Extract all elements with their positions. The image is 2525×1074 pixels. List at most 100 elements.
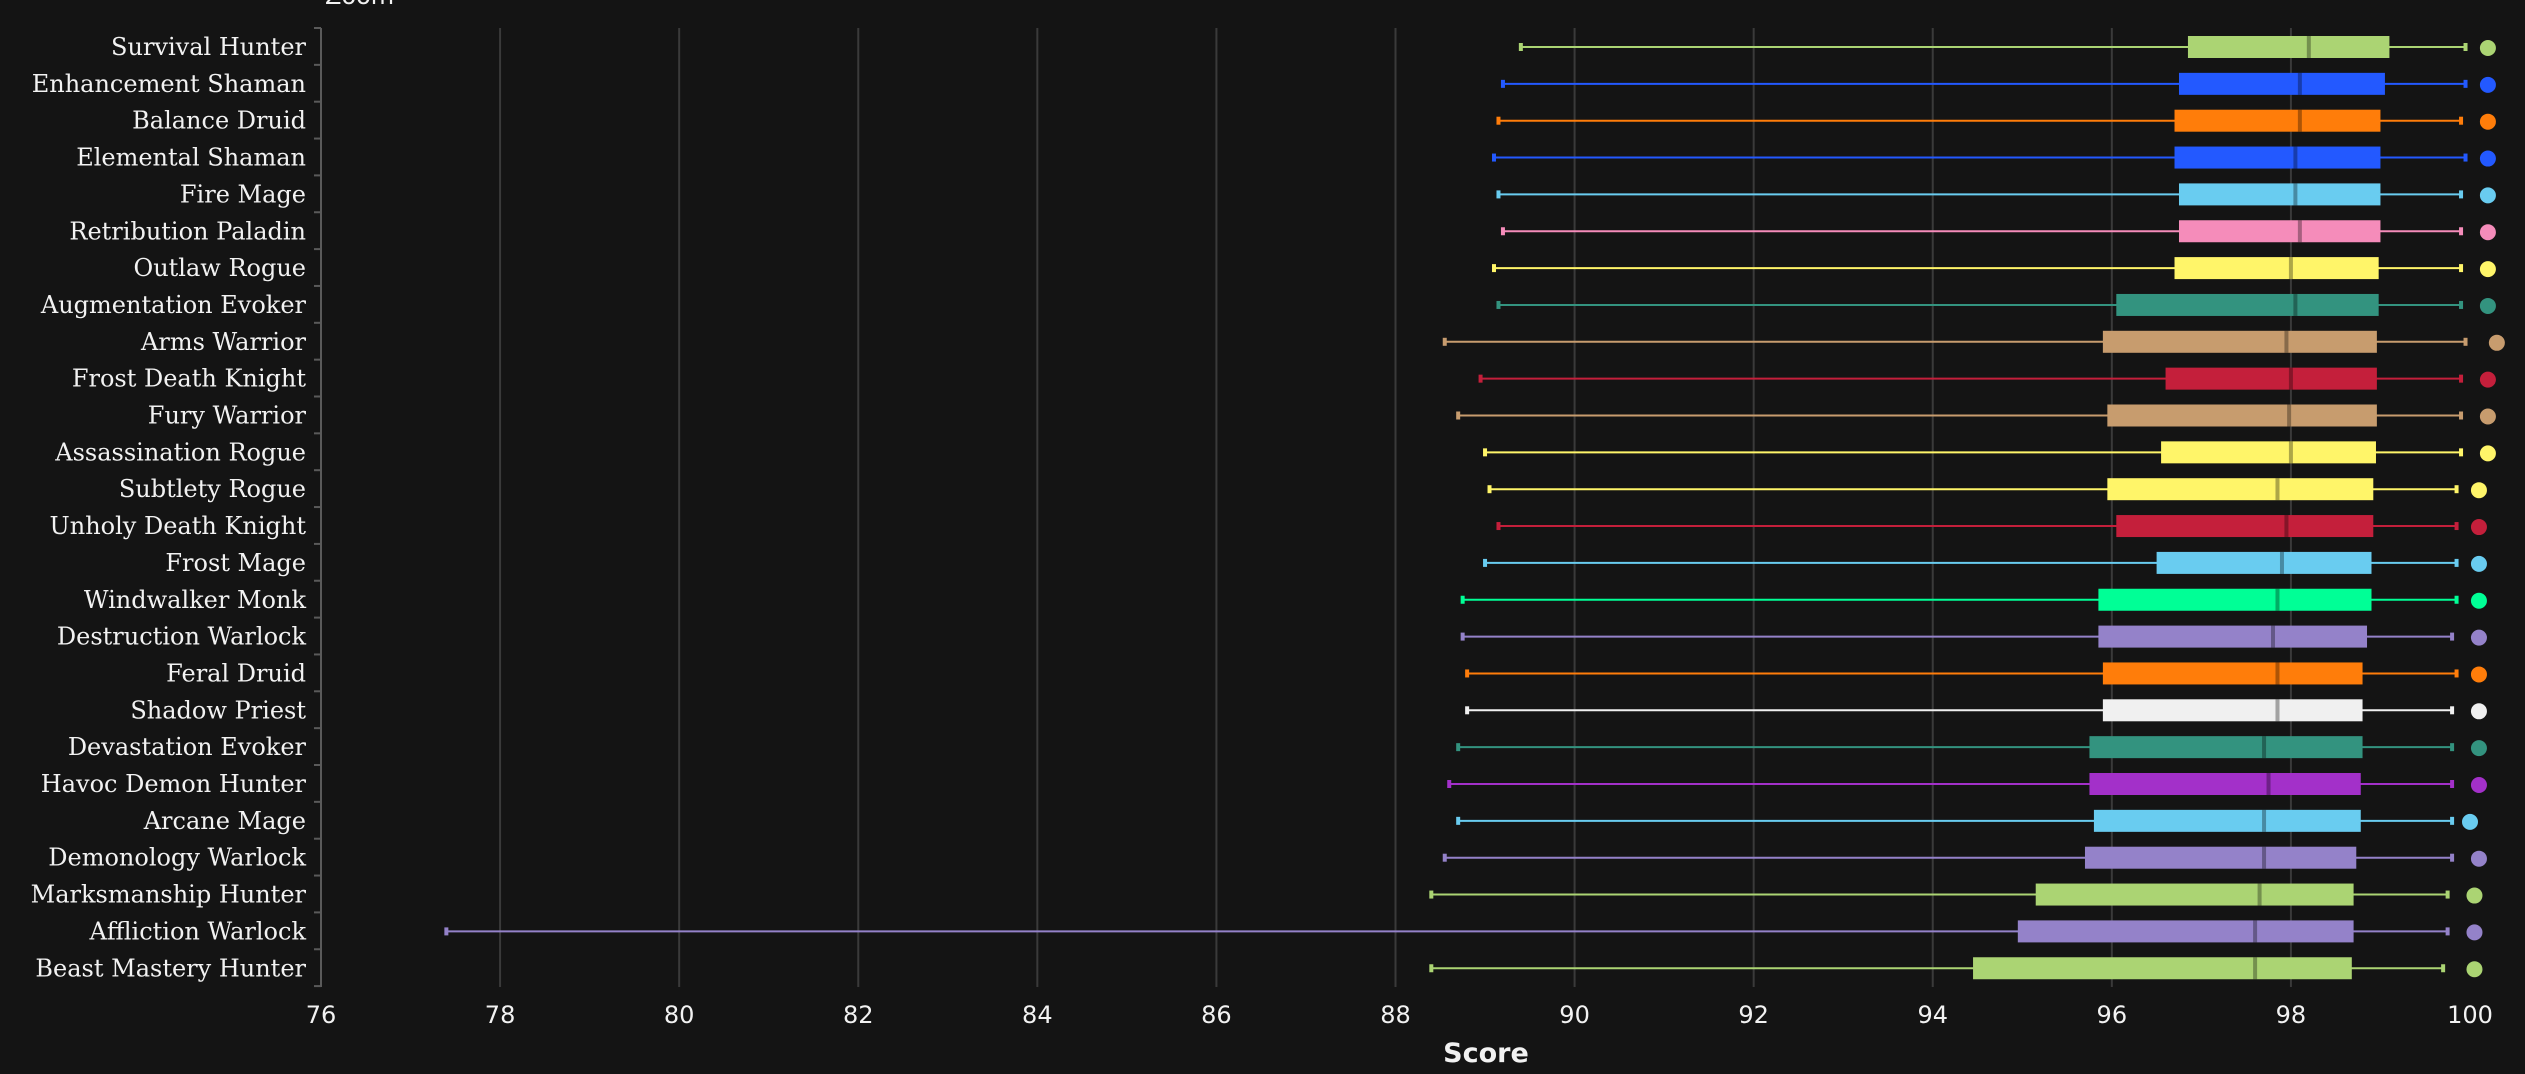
category-label: Windwalker Monk [84, 586, 307, 614]
median-line [2293, 183, 2298, 206]
category-label: Frost Death Knight [72, 365, 307, 393]
outlier-point [2479, 187, 2496, 204]
category-label: Arms Warrior [140, 328, 306, 356]
median-line [2297, 220, 2302, 243]
box-iqr [2035, 883, 2354, 906]
category-label: Fire Mage [180, 180, 306, 208]
box-iqr [2178, 183, 2381, 206]
outlier-point [2479, 40, 2496, 56]
outlier-point [2470, 482, 2487, 499]
category-label: Unholy Death Knight [50, 512, 307, 540]
whisker-max-cap [2454, 558, 2459, 567]
median-line [2293, 146, 2298, 169]
whisker-max-cap [2459, 448, 2464, 457]
box-iqr [2102, 699, 2363, 722]
series-group [1483, 441, 2496, 464]
series-group [1429, 957, 2483, 980]
outlier-point [2488, 334, 2505, 351]
series-group [1465, 699, 2487, 722]
whisker-min-cap [1518, 43, 1523, 51]
category-labels: Survival Hunter Enhancement Shaman Balance… [31, 33, 307, 982]
series-group [1460, 588, 2487, 611]
whisker-max-cap [2459, 264, 2464, 273]
whisker-min-cap [1483, 558, 1488, 567]
box-iqr [2017, 920, 2354, 943]
whisker-min-cap [1491, 153, 1496, 162]
series-group [1442, 846, 2487, 869]
whisker-max-cap [2463, 153, 2468, 162]
outlier-point [2479, 371, 2496, 388]
box-iqr [2084, 846, 2357, 869]
median-line [2262, 736, 2267, 759]
whisker-max-cap [2445, 890, 2450, 899]
whisker-max-cap [2441, 964, 2446, 973]
median-line [2257, 883, 2262, 906]
whisker-min-cap [1500, 79, 1505, 88]
x-tick-label: 90 [1559, 1001, 1590, 1029]
whisker-max-cap [2450, 816, 2455, 825]
x-tick-label: 78 [485, 1001, 516, 1029]
whisker-min-cap [1465, 706, 1470, 715]
outlier-point [2470, 555, 2487, 572]
x-tick-label: 96 [2097, 1001, 2128, 1029]
whisker-max-cap [2454, 669, 2459, 678]
x-tick-label: 82 [843, 1001, 874, 1029]
median-line [2253, 920, 2258, 943]
whisker-min-cap [1465, 669, 1470, 678]
category-label: Beast Mastery Hunter [35, 954, 306, 982]
category-label: Assassination Rogue [54, 438, 306, 466]
box-series [444, 36, 2505, 980]
whisker-max-cap [2459, 116, 2464, 125]
category-label: Enhancement Shaman [32, 70, 306, 98]
whisker-min-cap [1483, 448, 1488, 457]
box-iqr [2107, 404, 2377, 427]
category-label: Affliction Warlock [88, 917, 306, 945]
outlier-point [2479, 297, 2496, 314]
outlier-point [2470, 629, 2487, 646]
box-iqr [2116, 293, 2379, 316]
whisker-min-cap [1456, 411, 1461, 420]
category-label: Augmentation Evoker [40, 291, 307, 319]
outlier-point [2466, 887, 2483, 904]
box-iqr [2156, 551, 2372, 574]
x-axis-title: Score [1443, 1038, 1529, 1069]
series-group [1483, 551, 2487, 574]
median-line [2306, 36, 2311, 58]
median-line [2275, 699, 2280, 722]
category-label: Elemental Shaman [76, 144, 306, 172]
outlier-point [2479, 261, 2496, 278]
whisker-max-cap [2454, 595, 2459, 604]
median-line [2262, 846, 2267, 869]
whisker-max-cap [2450, 706, 2455, 715]
box-iqr [2178, 72, 2385, 95]
box-iqr [2161, 441, 2376, 464]
series-group [1500, 220, 2496, 243]
whisker-max-cap [2454, 485, 2459, 494]
outlier-point [2470, 777, 2487, 793]
series-group [1500, 72, 2496, 95]
category-label: Havoc Demon Hunter [41, 770, 307, 798]
outlier-point [2479, 445, 2496, 462]
whisker-min-cap [1447, 780, 1452, 788]
box-iqr [2089, 736, 2363, 759]
category-label: Survival Hunter [111, 33, 306, 61]
outlier-point [2470, 703, 2487, 720]
whisker-min-cap [1496, 522, 1501, 531]
outlier-point [2470, 592, 2487, 609]
whisker-min-cap [1429, 964, 1434, 973]
outlier-point [2479, 76, 2496, 93]
whisker-max-cap [2450, 780, 2455, 788]
series-group [1518, 36, 2496, 58]
whisker-min-cap [1442, 853, 1447, 862]
series-group [1496, 515, 2487, 538]
box-iqr [2102, 662, 2363, 685]
box-iqr [2165, 367, 2377, 390]
median-line [2266, 773, 2271, 795]
box-iqr [2174, 146, 2381, 169]
box-iqr [1973, 957, 2352, 980]
whisker-max-cap [2459, 411, 2464, 420]
x-tick-label: 94 [1917, 1001, 1948, 1029]
median-line [2262, 809, 2267, 832]
series-group [1496, 293, 2496, 316]
outlier-point [2470, 740, 2487, 757]
